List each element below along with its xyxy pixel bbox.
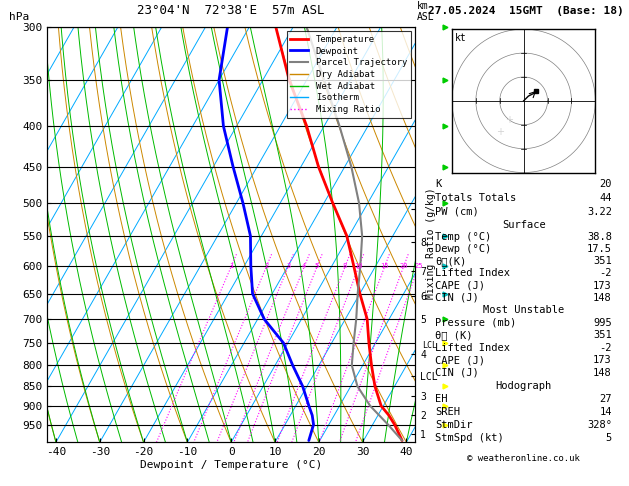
Text: +: + xyxy=(505,115,513,125)
Text: 27: 27 xyxy=(599,394,612,404)
Text: CIN (J): CIN (J) xyxy=(435,368,479,378)
Text: StmDir: StmDir xyxy=(435,420,473,430)
Text: Pressure (mb): Pressure (mb) xyxy=(435,317,516,328)
Text: CAPE (J): CAPE (J) xyxy=(435,280,486,291)
Text: 14: 14 xyxy=(599,407,612,417)
Text: 3: 3 xyxy=(286,263,291,269)
Text: 15: 15 xyxy=(381,263,389,269)
Text: 351: 351 xyxy=(593,330,612,340)
Text: © weatheronline.co.uk: © weatheronline.co.uk xyxy=(467,454,580,464)
Text: 173: 173 xyxy=(593,355,612,365)
Text: 8: 8 xyxy=(343,263,347,269)
Text: Mixing Ratio (g/kg): Mixing Ratio (g/kg) xyxy=(426,187,436,299)
X-axis label: Dewpoint / Temperature (°C): Dewpoint / Temperature (°C) xyxy=(140,460,322,470)
Text: kt: kt xyxy=(455,34,467,43)
Text: CAPE (J): CAPE (J) xyxy=(435,355,486,365)
Text: 5: 5 xyxy=(606,433,612,443)
Text: -2: -2 xyxy=(599,268,612,278)
Text: 20: 20 xyxy=(399,263,408,269)
Text: Lifted Index: Lifted Index xyxy=(435,268,510,278)
Text: 173: 173 xyxy=(593,280,612,291)
Text: SREH: SREH xyxy=(435,407,460,417)
Text: 27.05.2024  15GMT  (Base: 18): 27.05.2024 15GMT (Base: 18) xyxy=(428,5,623,16)
Text: 44: 44 xyxy=(599,193,612,203)
Text: 2: 2 xyxy=(264,263,269,269)
Text: hPa: hPa xyxy=(9,12,30,22)
Text: Hodograph: Hodograph xyxy=(496,381,552,391)
Text: K: K xyxy=(435,179,442,189)
Text: 328°: 328° xyxy=(587,420,612,430)
Text: θᴇ(K): θᴇ(K) xyxy=(435,256,467,266)
Text: 995: 995 xyxy=(593,317,612,328)
Text: +: + xyxy=(496,127,504,137)
Text: Temp (°C): Temp (°C) xyxy=(435,232,492,242)
Text: PW (cm): PW (cm) xyxy=(435,207,479,217)
Legend: Temperature, Dewpoint, Parcel Trajectory, Dry Adiabat, Wet Adiabat, Isotherm, Mi: Temperature, Dewpoint, Parcel Trajectory… xyxy=(287,31,411,118)
Text: Surface: Surface xyxy=(502,220,545,230)
Text: 5: 5 xyxy=(315,263,319,269)
Text: 25: 25 xyxy=(415,263,423,269)
Text: Most Unstable: Most Unstable xyxy=(483,305,564,315)
Text: θᴇ (K): θᴇ (K) xyxy=(435,330,473,340)
Text: 10: 10 xyxy=(355,263,363,269)
Text: -2: -2 xyxy=(599,343,612,353)
Text: Totals Totals: Totals Totals xyxy=(435,193,516,203)
Text: 20: 20 xyxy=(599,179,612,189)
Text: CIN (J): CIN (J) xyxy=(435,293,479,303)
Text: StmSpd (kt): StmSpd (kt) xyxy=(435,433,504,443)
Text: Dewp (°C): Dewp (°C) xyxy=(435,244,492,254)
Text: EH: EH xyxy=(435,394,448,404)
Text: 148: 148 xyxy=(593,293,612,303)
Text: 17.5: 17.5 xyxy=(587,244,612,254)
Text: LCL: LCL xyxy=(423,341,438,350)
Text: 38.8: 38.8 xyxy=(587,232,612,242)
Text: 148: 148 xyxy=(593,368,612,378)
Text: km
ASL: km ASL xyxy=(416,1,434,22)
Text: 3.22: 3.22 xyxy=(587,207,612,217)
Text: 4: 4 xyxy=(302,263,306,269)
Text: Lifted Index: Lifted Index xyxy=(435,343,510,353)
Text: 351: 351 xyxy=(593,256,612,266)
Text: 1: 1 xyxy=(229,263,233,269)
Text: 23°04'N  72°38'E  57m ASL: 23°04'N 72°38'E 57m ASL xyxy=(137,4,325,17)
